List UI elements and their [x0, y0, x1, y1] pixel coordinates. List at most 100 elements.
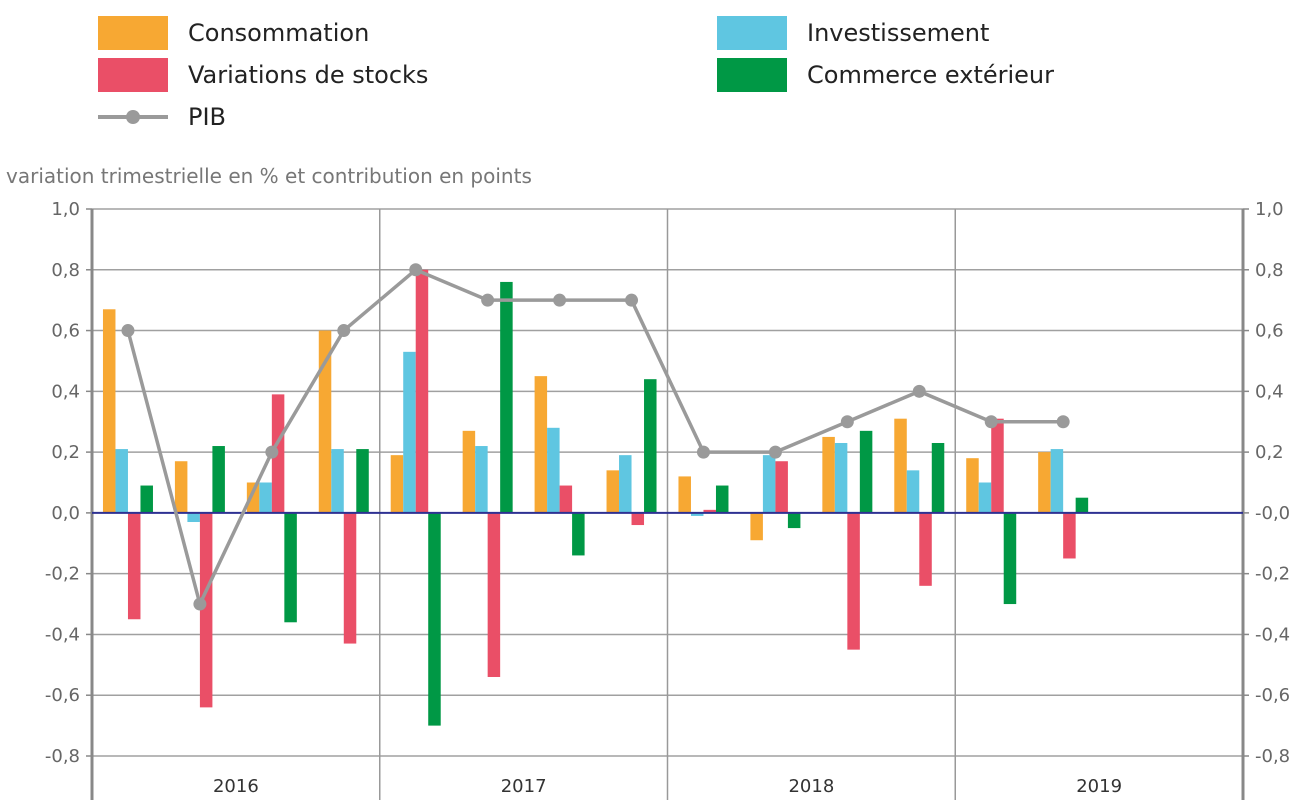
y-tick-label: 0,2 — [51, 442, 80, 463]
legend-investissement: Investissement — [717, 16, 989, 50]
legend-label: Consommation — [188, 19, 370, 47]
y-tick-label-right: 0,8 — [1255, 260, 1284, 281]
bar-investissement-2016T3 — [259, 482, 272, 513]
bar-variations-de-stocks-2018T2 — [775, 461, 788, 513]
y-axis-label: variation trimestrielle en % et contribu… — [6, 164, 532, 188]
bar-variations-de-stocks-2017T4 — [631, 512, 645, 526]
legend-swatch — [98, 58, 168, 92]
y-tick-label-right: 1,0 — [1255, 199, 1284, 220]
bar-commerce-ext-rieur-2018T4 — [931, 442, 945, 513]
pib-point-2016T4 — [337, 324, 351, 338]
legend-commerce-exterieur: Commerce extérieur — [717, 58, 1054, 92]
legend-consommation: Consommation — [98, 16, 369, 50]
legend-label: Commerce extérieur — [807, 61, 1054, 89]
bar-investissement-2019T2 — [1050, 449, 1064, 513]
x-tick-label-2016: 2016 — [213, 776, 259, 797]
x-tick-label-2019: 2019 — [1076, 776, 1122, 797]
legend-pib: PIB — [98, 100, 226, 134]
bar-variations-de-stocks-2018T4 — [919, 512, 932, 586]
bar-commerce-ext-rieur-2018T1 — [715, 485, 729, 513]
y-tick-label-right: 0,4 — [1255, 381, 1284, 402]
bar-commerce-ext-rieur-2017T3 — [572, 512, 585, 556]
bar-commerce-ext-rieur-2016T1 — [140, 485, 153, 513]
y-tick-label-right: -0,8 — [1255, 746, 1290, 767]
x-tick-label-2018: 2018 — [788, 776, 834, 797]
x-tick-label-2017: 2017 — [501, 776, 547, 797]
pib-point-2018T1 — [696, 445, 710, 459]
bar-consommation-2016T2 — [174, 461, 188, 513]
bar-variations-de-stocks-2018T1 — [703, 509, 716, 513]
bar-investissement-2018T3 — [834, 442, 848, 513]
pib-point-2016T3 — [265, 445, 279, 459]
pib-point-2017T1 — [409, 263, 423, 277]
bar-consommation-2017T3 — [534, 376, 548, 513]
bar-commerce-ext-rieur-2017T2 — [500, 281, 513, 513]
bar-investissement-2016T4 — [331, 449, 344, 513]
pib-point-2018T3 — [840, 415, 854, 429]
y-tick-label-right: -0,4 — [1255, 624, 1290, 645]
pib-point-2017T4 — [625, 293, 639, 307]
bar-consommation-2019T2 — [1038, 452, 1051, 513]
bar-consommation-2018T3 — [822, 436, 835, 513]
pib-point-2018T4 — [912, 384, 926, 398]
pib-point-2017T3 — [553, 293, 567, 307]
y-tick-label: 0,4 — [51, 381, 80, 402]
bar-consommation-2016T4 — [318, 330, 332, 513]
y-tick-label: 0,6 — [51, 321, 80, 342]
bar-consommation-2018T1 — [678, 476, 691, 513]
legend-variations-stocks: Variations de stocks — [98, 58, 428, 92]
legend-swatch — [717, 16, 787, 50]
bar-investissement-2017T2 — [475, 446, 488, 513]
legend-label: PIB — [188, 103, 227, 131]
bar-variations-de-stocks-2018T3 — [847, 512, 860, 650]
legend-swatch — [717, 58, 787, 92]
bar-commerce-ext-rieur-2017T1 — [428, 512, 441, 726]
bar-investissement-2018T4 — [906, 470, 920, 513]
legend-label: Variations de stocks — [188, 61, 429, 89]
y-tick-label: 1,0 — [51, 199, 80, 220]
y-tick-label-right: -0,0 — [1255, 503, 1290, 524]
bar-consommation-2019T1 — [966, 458, 979, 513]
legend-label: Investissement — [807, 19, 990, 47]
pib-point-2017T2 — [481, 293, 495, 307]
bar-commerce-ext-rieur-2018T2 — [787, 512, 801, 529]
bar-variations-de-stocks-2016T2 — [199, 512, 213, 708]
pib-point-2018T2 — [768, 445, 782, 459]
bar-variations-de-stocks-2016T1 — [127, 512, 141, 620]
bar-investissement-2018T1 — [690, 512, 704, 516]
legend-swatch — [98, 16, 168, 50]
pib-point-2019T1 — [984, 415, 998, 429]
bar-commerce-ext-rieur-2017T4 — [644, 379, 657, 513]
bar-commerce-ext-rieur-2016T4 — [356, 449, 369, 513]
bar-variations-de-stocks-2016T4 — [343, 512, 357, 644]
bar-variations-de-stocks-2017T2 — [487, 512, 501, 677]
y-tick-label-right: 0,6 — [1255, 321, 1284, 342]
bar-investissement-2018T2 — [762, 455, 776, 513]
bar-investissement-2016T2 — [187, 512, 200, 523]
bar-commerce-ext-rieur-2018T3 — [859, 430, 873, 513]
bar-variations-de-stocks-2019T2 — [1063, 512, 1076, 559]
bar-commerce-ext-rieur-2016T3 — [284, 512, 297, 623]
bar-consommation-2017T1 — [390, 455, 404, 513]
bar-variations-de-stocks-2017T3 — [559, 485, 573, 513]
y-tick-label: 0,0 — [51, 503, 80, 524]
bar-variations-de-stocks-2017T1 — [415, 269, 429, 513]
pib-line — [126, 267, 1064, 610]
bar-investissement-2019T1 — [978, 482, 992, 513]
y-tick-label: -0,4 — [45, 624, 80, 645]
bar-consommation-2017T2 — [462, 430, 476, 513]
bar-commerce-ext-rieur-2016T2 — [212, 446, 225, 513]
y-tick-label: -0,6 — [45, 685, 80, 706]
bar-consommation-2018T4 — [894, 418, 907, 513]
y-tick-label: -0,8 — [45, 746, 80, 767]
y-tick-label: 0,8 — [51, 260, 80, 281]
bar-consommation-2017T4 — [606, 470, 620, 513]
legend-line-marker — [98, 100, 168, 134]
bar-investissement-2017T1 — [403, 351, 416, 513]
bar-consommation-2016T1 — [102, 309, 116, 513]
bar-investissement-2017T3 — [547, 427, 560, 513]
bar-variations-de-stocks-2019T1 — [991, 418, 1004, 513]
bar-investissement-2016T1 — [115, 449, 128, 513]
pib-point-2016T2 — [193, 597, 207, 611]
bar-investissement-2017T4 — [619, 455, 632, 513]
